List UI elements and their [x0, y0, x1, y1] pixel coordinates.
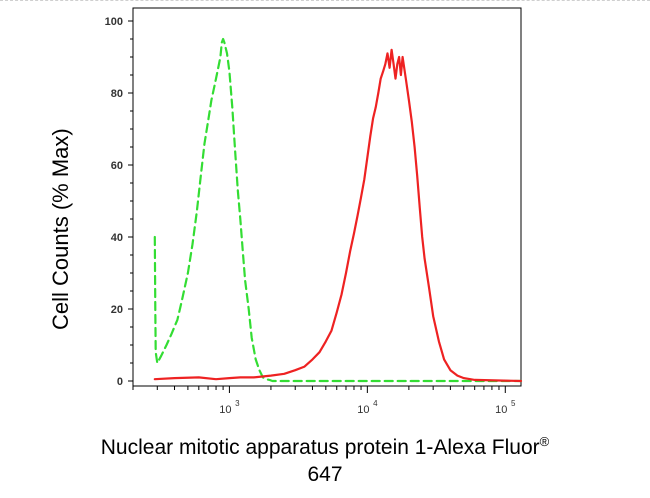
series-line-0: [153, 37, 523, 383]
y-tick-label: 20: [111, 304, 123, 316]
x-axis-label-main: Nuclear mitotic apparatus protein 1-Alex…: [100, 436, 540, 459]
x-tick-label-exponent: 4: [373, 399, 378, 408]
x-tick-label: 10: [219, 404, 231, 416]
y-tick-label: 100: [105, 16, 123, 28]
y-axis-label: Cell Counts (% Max): [48, 128, 73, 330]
histogram-chart: 0 20 40 60 80 100 10 3 10 4 10 5: [105, 7, 523, 416]
x-tick-label: 10: [495, 404, 507, 416]
y-tick-label: 40: [111, 232, 123, 244]
x-tick-label-exponent: 5: [511, 399, 516, 408]
y-tick-label: 0: [117, 376, 123, 388]
x-axis-label: Nuclear mitotic apparatus protein 1-Alex…: [0, 428, 650, 488]
x-tick-label-exponent: 3: [235, 399, 240, 408]
x-tick-label: 10: [357, 404, 369, 416]
x-axis-label-superscript: ®: [539, 434, 550, 449]
series-line-1: [153, 48, 523, 383]
top-dashed-border: [0, 0, 650, 1]
y-tick-label: 60: [111, 160, 123, 172]
plot-frame: [132, 7, 522, 387]
x-axis-label-line2: 647: [307, 463, 343, 486]
axes: [132, 7, 522, 387]
y-tick-label: 80: [111, 88, 123, 100]
series-group: [153, 37, 523, 383]
ticks-group: 0 20 40 60 80 100 10 3 10 4 10 5: [105, 16, 516, 416]
